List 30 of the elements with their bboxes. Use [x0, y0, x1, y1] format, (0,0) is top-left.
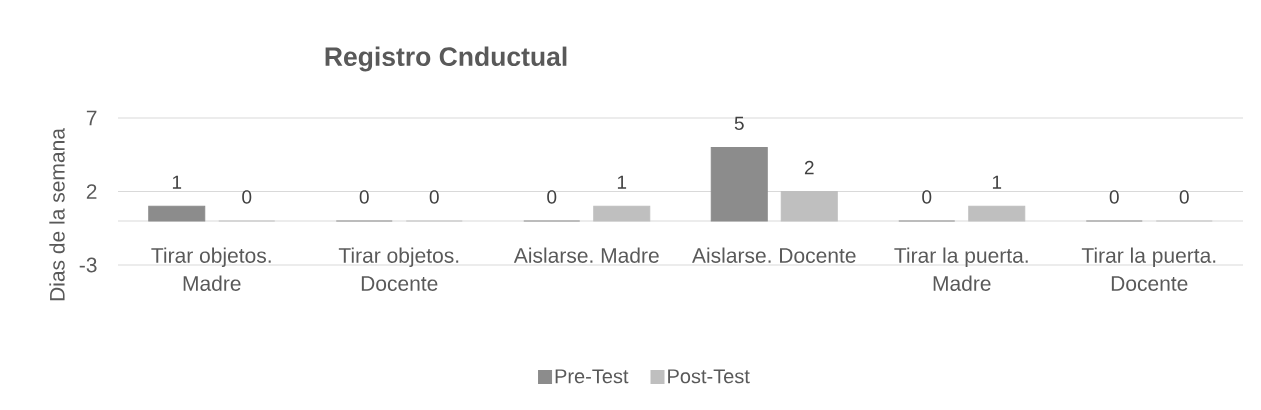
data-label: 0: [429, 190, 439, 204]
legend-label: Post-Test: [668, 369, 750, 384]
data-label: 0: [1179, 190, 1189, 204]
y-tick-label: 2: [86, 184, 97, 199]
x-tick-label: Tirar la puerta. Madre: [894, 247, 1028, 291]
bar: [593, 205, 651, 222]
x-tick-label: Aislarse. Docente: [692, 247, 856, 263]
data-label: 0: [547, 190, 557, 204]
x-tick-label: Tirar la puerta. Docente: [1081, 247, 1216, 291]
data-label: 0: [922, 190, 932, 204]
y-tick-label: -3: [79, 257, 97, 273]
x-tick-label: Tirar objetos. Docente: [338, 247, 459, 291]
y-axis-title: Dias de la semana: [49, 128, 65, 301]
bar: [780, 191, 838, 222]
legend-label: Pre-Test: [555, 369, 629, 384]
bar: [968, 205, 1026, 222]
x-tick-label: Aislarse. Madre: [513, 247, 659, 263]
y-tick-label: 7: [86, 110, 97, 126]
data-label: 2: [804, 160, 814, 175]
bar: [148, 205, 206, 222]
data-label: 5: [734, 116, 744, 131]
chart-title: Registro Cnductual: [325, 46, 567, 72]
data-label: 1: [992, 175, 1002, 189]
data-label: 0: [1109, 190, 1119, 204]
x-tick-label: Tirar objetos. Madre: [151, 247, 271, 291]
data-label: 0: [242, 190, 252, 204]
data-label: 0: [359, 190, 369, 204]
data-label: 1: [172, 175, 182, 189]
bar: [710, 146, 768, 222]
data-label: 1: [617, 175, 627, 189]
